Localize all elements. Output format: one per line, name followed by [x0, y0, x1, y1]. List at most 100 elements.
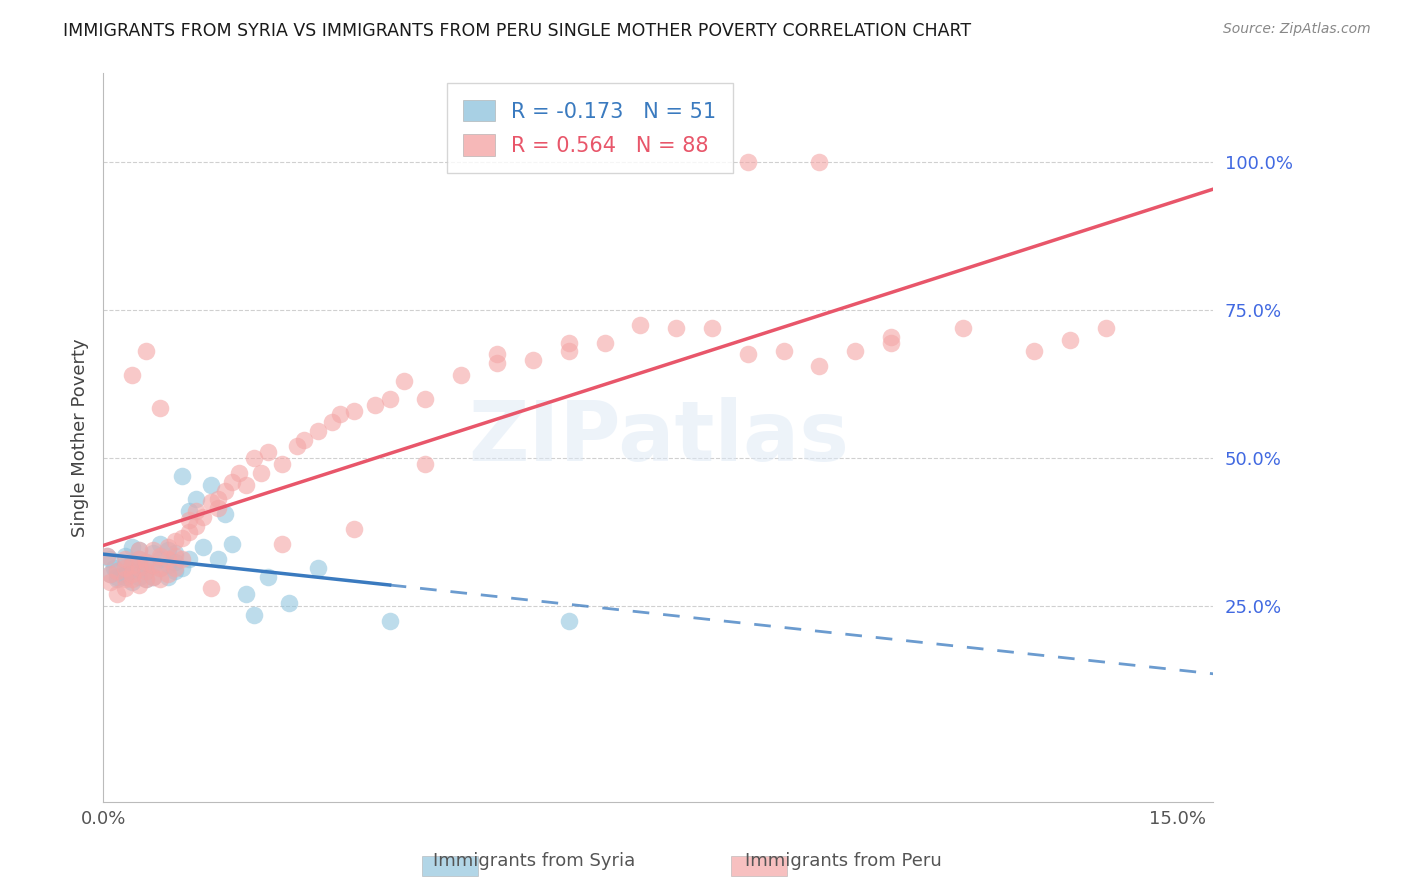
- Point: [235, 587, 257, 601]
- Point: [114, 558, 136, 572]
- Point: [114, 549, 136, 563]
- Point: [128, 542, 150, 557]
- Point: [343, 522, 366, 536]
- Point: [558, 335, 581, 350]
- Point: [135, 564, 157, 578]
- Point: [193, 540, 215, 554]
- Point: [207, 501, 229, 516]
- Point: [156, 540, 179, 554]
- Point: [107, 587, 129, 601]
- Point: [1059, 333, 1081, 347]
- Point: [98, 575, 121, 590]
- Point: [135, 564, 157, 578]
- Point: [142, 569, 165, 583]
- Point: [1024, 344, 1046, 359]
- Point: [880, 335, 903, 350]
- Point: [522, 353, 544, 368]
- Point: [149, 551, 172, 566]
- Point: [321, 416, 343, 430]
- Point: [257, 445, 280, 459]
- Point: [107, 573, 129, 587]
- Point: [249, 466, 271, 480]
- Point: [307, 425, 329, 439]
- Point: [593, 335, 616, 350]
- Point: [135, 344, 157, 359]
- Point: [156, 566, 179, 581]
- Point: [186, 504, 208, 518]
- Point: [156, 551, 179, 566]
- Point: [121, 555, 143, 569]
- Point: [107, 569, 129, 583]
- Point: [271, 457, 294, 471]
- Point: [121, 575, 143, 590]
- Point: [486, 347, 509, 361]
- Point: [149, 573, 172, 587]
- Point: [128, 578, 150, 592]
- Point: [156, 569, 179, 583]
- Point: [114, 551, 136, 566]
- Text: IMMIGRANTS FROM SYRIA VS IMMIGRANTS FROM PERU SINGLE MOTHER POVERTY CORRELATION : IMMIGRANTS FROM SYRIA VS IMMIGRANTS FROM…: [63, 22, 972, 40]
- Point: [149, 537, 172, 551]
- Point: [149, 549, 172, 563]
- Point: [177, 513, 200, 527]
- Point: [486, 356, 509, 370]
- Point: [228, 466, 250, 480]
- Point: [235, 477, 257, 491]
- Point: [107, 564, 129, 578]
- Point: [135, 573, 157, 587]
- Point: [163, 564, 186, 578]
- Point: [98, 566, 121, 581]
- Point: [163, 560, 186, 574]
- Legend: R = -0.173   N = 51, R = 0.564   N = 88: R = -0.173 N = 51, R = 0.564 N = 88: [447, 83, 733, 173]
- Point: [142, 569, 165, 583]
- Point: [200, 582, 222, 596]
- Point: [149, 401, 172, 415]
- Point: [114, 569, 136, 583]
- Point: [193, 510, 215, 524]
- Point: [328, 407, 350, 421]
- Point: [737, 154, 759, 169]
- Point: [665, 320, 688, 334]
- Point: [952, 320, 974, 334]
- Point: [121, 558, 143, 572]
- Point: [450, 368, 472, 383]
- Point: [156, 542, 179, 557]
- Point: [343, 403, 366, 417]
- Point: [128, 560, 150, 574]
- Point: [628, 318, 651, 332]
- Point: [737, 347, 759, 361]
- Point: [121, 368, 143, 383]
- Point: [128, 551, 150, 566]
- Point: [392, 374, 415, 388]
- Point: [292, 434, 315, 448]
- Point: [135, 555, 157, 569]
- Point: [558, 344, 581, 359]
- Point: [107, 564, 129, 578]
- Point: [214, 483, 236, 498]
- Point: [170, 560, 193, 574]
- Point: [207, 492, 229, 507]
- Y-axis label: Single Mother Poverty: Single Mother Poverty: [72, 338, 89, 537]
- Point: [121, 564, 143, 578]
- Point: [103, 560, 125, 574]
- Point: [278, 596, 301, 610]
- Point: [285, 439, 308, 453]
- Point: [221, 537, 243, 551]
- Point: [808, 359, 831, 374]
- Point: [772, 344, 794, 359]
- Point: [271, 537, 294, 551]
- Point: [156, 558, 179, 572]
- Point: [114, 560, 136, 574]
- Point: [1095, 320, 1118, 334]
- Text: Source: ZipAtlas.com: Source: ZipAtlas.com: [1223, 22, 1371, 37]
- Point: [242, 450, 264, 465]
- Point: [415, 457, 437, 471]
- Point: [142, 558, 165, 572]
- Point: [177, 551, 200, 566]
- Point: [378, 392, 401, 406]
- Text: ZIPatlas: ZIPatlas: [468, 397, 849, 478]
- Point: [844, 344, 866, 359]
- Point: [128, 542, 150, 557]
- Point: [221, 475, 243, 489]
- Point: [242, 607, 264, 622]
